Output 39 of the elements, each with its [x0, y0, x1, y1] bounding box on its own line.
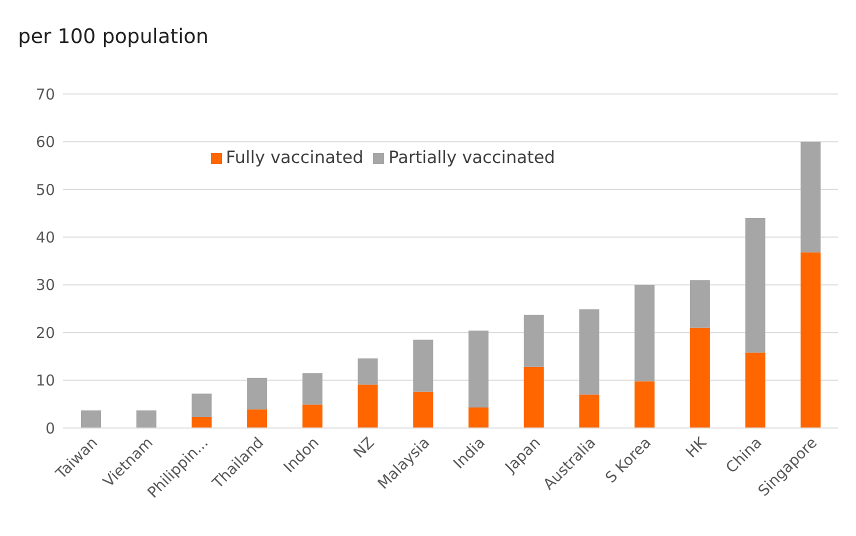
y-axis-title: per 100 population	[18, 24, 209, 48]
bar	[745, 218, 766, 353]
bar	[579, 394, 600, 428]
bar	[302, 404, 322, 428]
bar	[468, 330, 488, 408]
y-tick-label: 0	[45, 419, 55, 438]
bar	[800, 252, 821, 428]
bar	[192, 394, 212, 418]
bar	[579, 309, 600, 395]
y-tick-label: 20	[36, 324, 55, 342]
bar	[413, 392, 434, 428]
y-tick-label: 60	[36, 133, 55, 152]
bar	[634, 381, 655, 428]
bar	[358, 358, 378, 385]
bar	[634, 284, 655, 382]
bar	[413, 340, 434, 392]
bar	[690, 280, 710, 328]
y-tick-label: 70	[36, 85, 55, 104]
legend-label: Partially vaccinated	[388, 148, 556, 168]
bar	[745, 352, 766, 428]
bar	[358, 384, 378, 428]
bar	[136, 410, 156, 428]
bar	[524, 314, 544, 367]
y-tick-label: 40	[36, 228, 55, 246]
bar	[81, 410, 101, 428]
x-tick-label: HK	[682, 432, 711, 462]
x-tick-label: NZ	[350, 434, 378, 462]
y-tick-label: 10	[36, 372, 55, 390]
bar	[192, 417, 212, 428]
bar	[247, 409, 268, 428]
y-tick-label: 30	[36, 276, 55, 294]
bar	[800, 142, 821, 252]
bar	[247, 378, 268, 410]
y-tick-label: 50	[36, 180, 55, 199]
bar	[524, 366, 544, 428]
bar	[302, 373, 322, 405]
legend-label: Fully vaccinated	[226, 148, 364, 168]
bar	[690, 328, 710, 428]
bar	[468, 407, 488, 428]
